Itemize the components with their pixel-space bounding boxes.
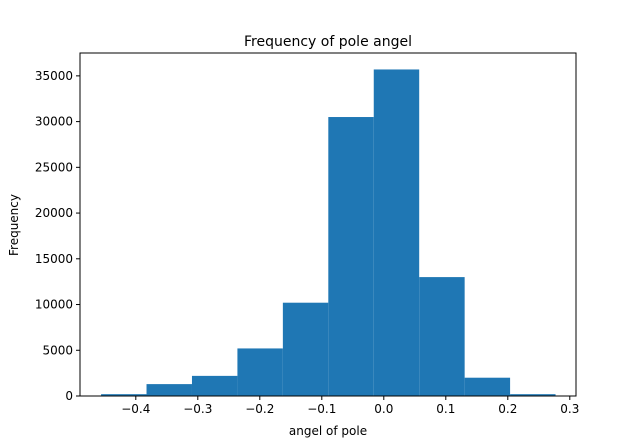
x-tick-label: −0.2 (245, 402, 274, 416)
x-tick-label: 0.0 (374, 402, 393, 416)
histogram-bar (328, 117, 374, 396)
x-tick-label: 0.3 (560, 402, 579, 416)
histogram-bar (419, 277, 465, 396)
y-tick-label: 35000 (35, 69, 73, 83)
plot-area-frame (79, 52, 577, 397)
x-axis-label: angel of pole (289, 424, 367, 438)
y-axis-ticks: 0 5000 10000 15000 20000 25000 30000 35000 (35, 69, 80, 403)
histogram-bar (464, 377, 511, 396)
y-tick-label: 5000 (42, 343, 73, 357)
y-tick-label: 15000 (35, 252, 73, 266)
y-tick-label: 10000 (35, 298, 73, 312)
histogram-bar (373, 69, 420, 397)
x-tick-label: −0.1 (307, 402, 336, 416)
histogram-bar (191, 375, 238, 396)
histogram-bar (146, 384, 192, 396)
x-axis-ticks: −0.4 −0.3 −0.2 −0.1 0.0 0.1 0.2 0.3 (121, 396, 579, 416)
y-tick-label: 30000 (35, 115, 73, 129)
y-tick-label: 20000 (35, 206, 73, 220)
histogram-bar (282, 302, 329, 396)
y-axis-label: Frequency (7, 194, 21, 256)
x-tick-label: 0.1 (436, 402, 455, 416)
bars-group (101, 69, 556, 397)
histogram-bar (510, 394, 556, 396)
y-tick-label: 25000 (35, 160, 73, 174)
histogram-bar (237, 348, 283, 396)
x-tick-label: −0.4 (121, 402, 150, 416)
histogram-bar (101, 394, 147, 396)
chart-title: Frequency of pole angel (244, 34, 412, 50)
y-tick-label: 0 (65, 389, 73, 403)
x-tick-label: −0.3 (183, 402, 212, 416)
x-tick-label: 0.2 (498, 402, 517, 416)
